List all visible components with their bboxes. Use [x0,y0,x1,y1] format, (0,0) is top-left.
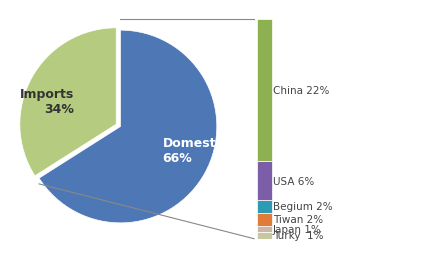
Text: Tiwan 2%: Tiwan 2% [272,215,323,225]
Text: Begium 2%: Begium 2% [272,202,332,212]
Bar [257,200,272,213]
Text: China 22%: China 22% [272,86,329,96]
Text: Turky  1%: Turky 1% [272,231,323,241]
Bar [257,213,272,226]
Wedge shape [39,31,217,223]
Text: Imports
34%: Imports 34% [20,88,74,116]
Bar [257,162,272,200]
Bar [257,226,272,232]
Text: Domestics
66%: Domestics 66% [162,136,235,164]
Wedge shape [20,29,116,176]
Bar [257,232,272,239]
Bar [257,20,272,162]
Text: USA 6%: USA 6% [272,176,314,186]
Text: Japan 1%: Japan 1% [272,224,321,234]
